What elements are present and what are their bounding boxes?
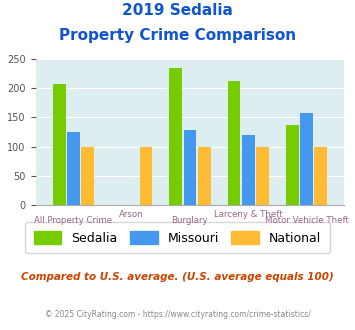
Bar	[300, 114, 313, 205]
Text: 2019 Sedalia: 2019 Sedalia	[122, 3, 233, 18]
Text: Larceny & Theft: Larceny & Theft	[214, 210, 283, 218]
Bar	[198, 147, 211, 205]
Bar	[286, 125, 299, 205]
Bar	[314, 147, 327, 205]
Bar	[184, 130, 196, 205]
Bar	[242, 135, 255, 205]
Legend: Sedalia, Missouri, National: Sedalia, Missouri, National	[25, 222, 330, 253]
Bar	[228, 81, 240, 205]
Bar	[53, 84, 66, 205]
Text: Burglary: Burglary	[171, 216, 208, 225]
Text: © 2025 CityRating.com - https://www.cityrating.com/crime-statistics/: © 2025 CityRating.com - https://www.city…	[45, 310, 310, 319]
Bar	[67, 132, 80, 205]
Text: All Property Crime: All Property Crime	[34, 216, 113, 225]
Bar	[169, 68, 182, 205]
Bar	[256, 147, 269, 205]
Text: Arson: Arson	[119, 210, 144, 218]
Text: Compared to U.S. average. (U.S. average equals 100): Compared to U.S. average. (U.S. average …	[21, 272, 334, 282]
Text: Motor Vehicle Theft: Motor Vehicle Theft	[264, 216, 348, 225]
Bar	[81, 147, 94, 205]
Text: Property Crime Comparison: Property Crime Comparison	[59, 28, 296, 43]
Bar	[140, 147, 152, 205]
